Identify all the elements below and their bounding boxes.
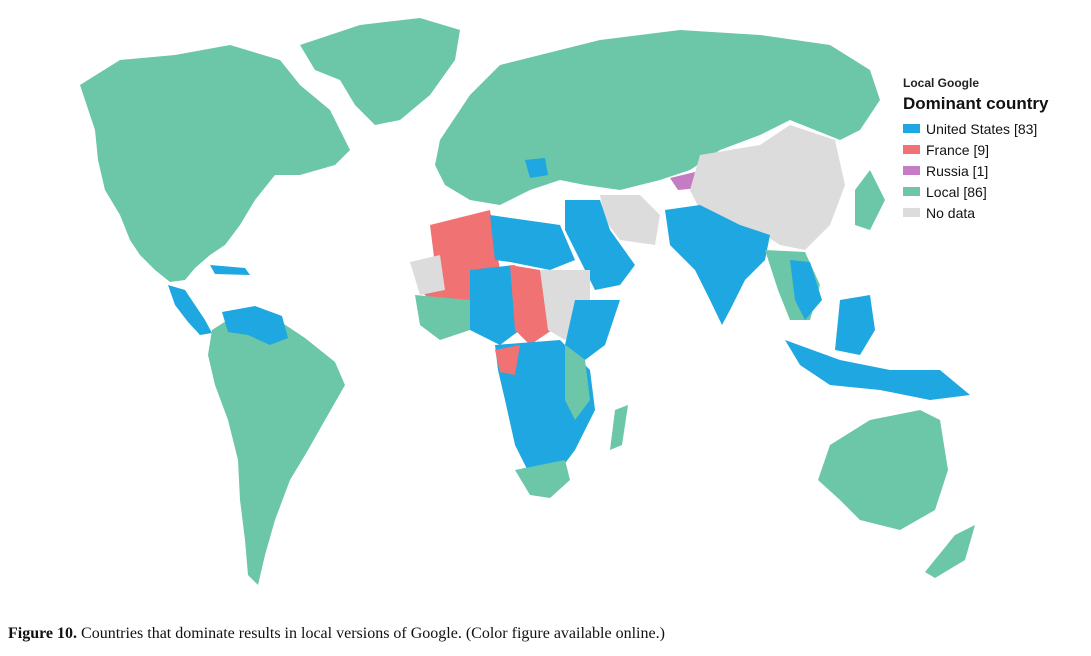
- indochina-us: [790, 260, 822, 320]
- new-zealand: [925, 525, 975, 578]
- south-america: [208, 312, 345, 585]
- europe-us: [525, 158, 548, 178]
- venezuela-guyana: [222, 306, 288, 345]
- legend-item: Russia [1]: [903, 160, 1083, 181]
- north-africa-us: [490, 215, 575, 270]
- caption-text: Countries that dominate results in local…: [81, 625, 665, 642]
- legend-item: United States [83]: [903, 118, 1083, 139]
- indonesia-us: [785, 340, 970, 400]
- legend-label: France [9]: [926, 141, 990, 158]
- madagascar: [610, 405, 628, 450]
- middle-east-us: [565, 200, 635, 290]
- central-america-us: [168, 285, 212, 335]
- legend-swatch: [903, 187, 920, 196]
- southern-africa-local: [515, 460, 570, 498]
- legend-item: No data: [903, 202, 1083, 223]
- australia: [818, 410, 948, 530]
- legend-item: Local [86]: [903, 181, 1083, 202]
- legend-subtitle: Dominant country: [903, 94, 1049, 113]
- legend-swatch: [903, 145, 920, 154]
- legend-swatch: [903, 124, 920, 133]
- cameroon-gabon-france: [495, 345, 520, 375]
- eurasia-local: [435, 30, 880, 205]
- legend-title: Local Google: [903, 76, 980, 90]
- sahel-us: [470, 265, 520, 345]
- legend-swatch: [903, 208, 920, 217]
- legend: Local Google Dominant country United Sta…: [903, 76, 1083, 223]
- legend-item: France [9]: [903, 139, 1083, 160]
- legend-label: No data: [926, 204, 976, 221]
- japan: [855, 170, 885, 230]
- west-sahara-nodata: [410, 255, 445, 295]
- world-map: [80, 18, 975, 585]
- caption-label: Figure 10.: [8, 625, 78, 642]
- legend-swatch: [903, 166, 920, 175]
- greenland: [300, 18, 460, 125]
- india-us: [665, 205, 770, 325]
- east-africa-local: [565, 345, 590, 420]
- philippines-us: [835, 295, 875, 355]
- caribbean: [210, 265, 250, 275]
- figure-caption: Figure 10. Countries that dominate resul…: [8, 625, 1083, 643]
- chad-sudan-france: [510, 265, 552, 345]
- horn-of-africa-us: [565, 300, 620, 360]
- legend-label: United States [83]: [926, 120, 1038, 137]
- iran-nodata: [600, 195, 660, 245]
- west-africa-local: [415, 295, 470, 340]
- legend-label: Russia [1]: [926, 162, 989, 179]
- legend-label: Local [86]: [926, 183, 987, 200]
- north-america: [80, 45, 350, 282]
- china-nodata: [690, 125, 845, 250]
- legend-items: United States [83] France [9] Russia [1] Lo…: [903, 118, 1083, 223]
